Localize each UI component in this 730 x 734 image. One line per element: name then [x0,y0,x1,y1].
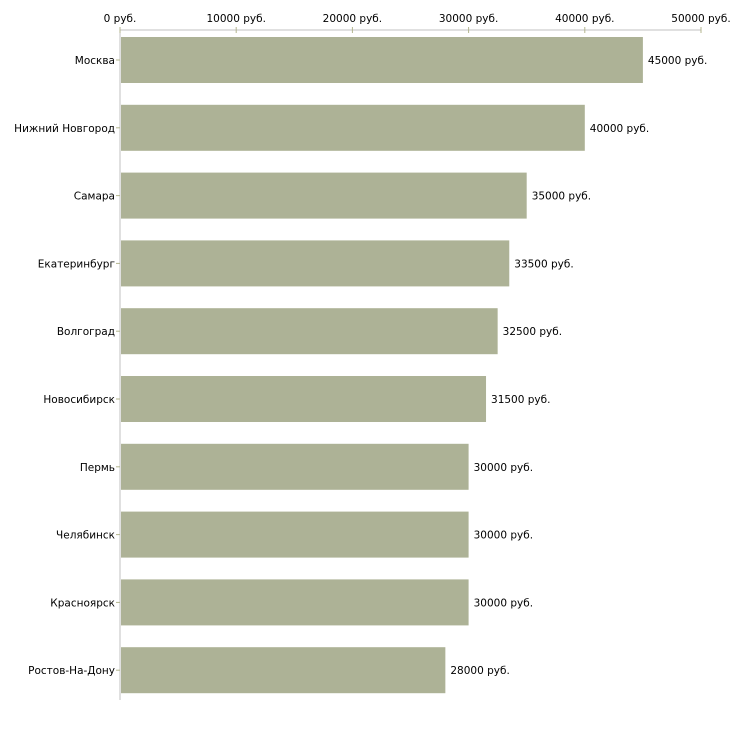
bar [121,579,469,626]
category-label: Пермь [80,462,115,474]
category-label: Нижний Новгород [14,123,115,135]
x-tick-label: 10000 руб. [206,13,265,25]
x-tick-label: 50000 руб. [671,13,730,25]
data-label: 40000 руб. [590,123,649,135]
bar [121,443,469,490]
data-label: 28000 руб. [450,665,509,677]
bar [121,172,527,219]
data-label: 35000 руб. [532,191,591,203]
category-label: Челябинск [56,530,115,542]
x-tick-label: 0 руб. [104,13,137,25]
category-label: Екатеринбург [38,258,115,270]
x-tick-label: 30000 руб. [439,13,498,25]
category-label: Ростов-На-Дону [28,665,115,677]
data-label: 30000 руб. [474,530,533,542]
bar [121,308,498,355]
data-label: 30000 руб. [474,597,533,609]
bar [121,37,643,83]
category-label: Москва [75,55,115,67]
x-tick-label: 20000 руб. [323,13,382,25]
data-label: 32500 руб. [503,326,562,338]
bar [121,647,446,694]
data-label: 31500 руб. [491,394,550,406]
x-tick-label: 40000 руб. [555,13,614,25]
category-label: Красноярск [50,597,115,609]
category-label: Самара [74,191,115,203]
bar [121,104,585,151]
category-label: Волгоград [57,326,115,338]
bar [121,376,487,422]
data-label: 30000 руб. [474,462,533,474]
data-label: 45000 руб. [648,55,707,67]
data-label: 33500 руб. [514,258,573,270]
bar [121,511,469,558]
category-label: Новосибирск [43,394,115,406]
bar [121,240,510,287]
